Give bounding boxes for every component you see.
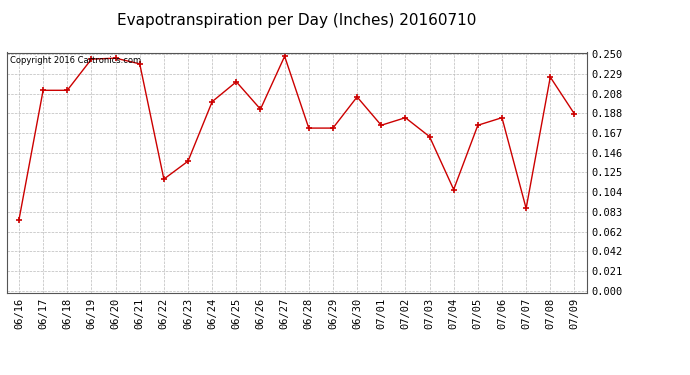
Text: Evapotranspiration per Day (Inches) 20160710: Evapotranspiration per Day (Inches) 2016… [117, 13, 476, 28]
Text: ET  (Inches): ET (Inches) [595, 39, 671, 49]
Text: Copyright 2016 Cartronics.com: Copyright 2016 Cartronics.com [10, 56, 141, 65]
